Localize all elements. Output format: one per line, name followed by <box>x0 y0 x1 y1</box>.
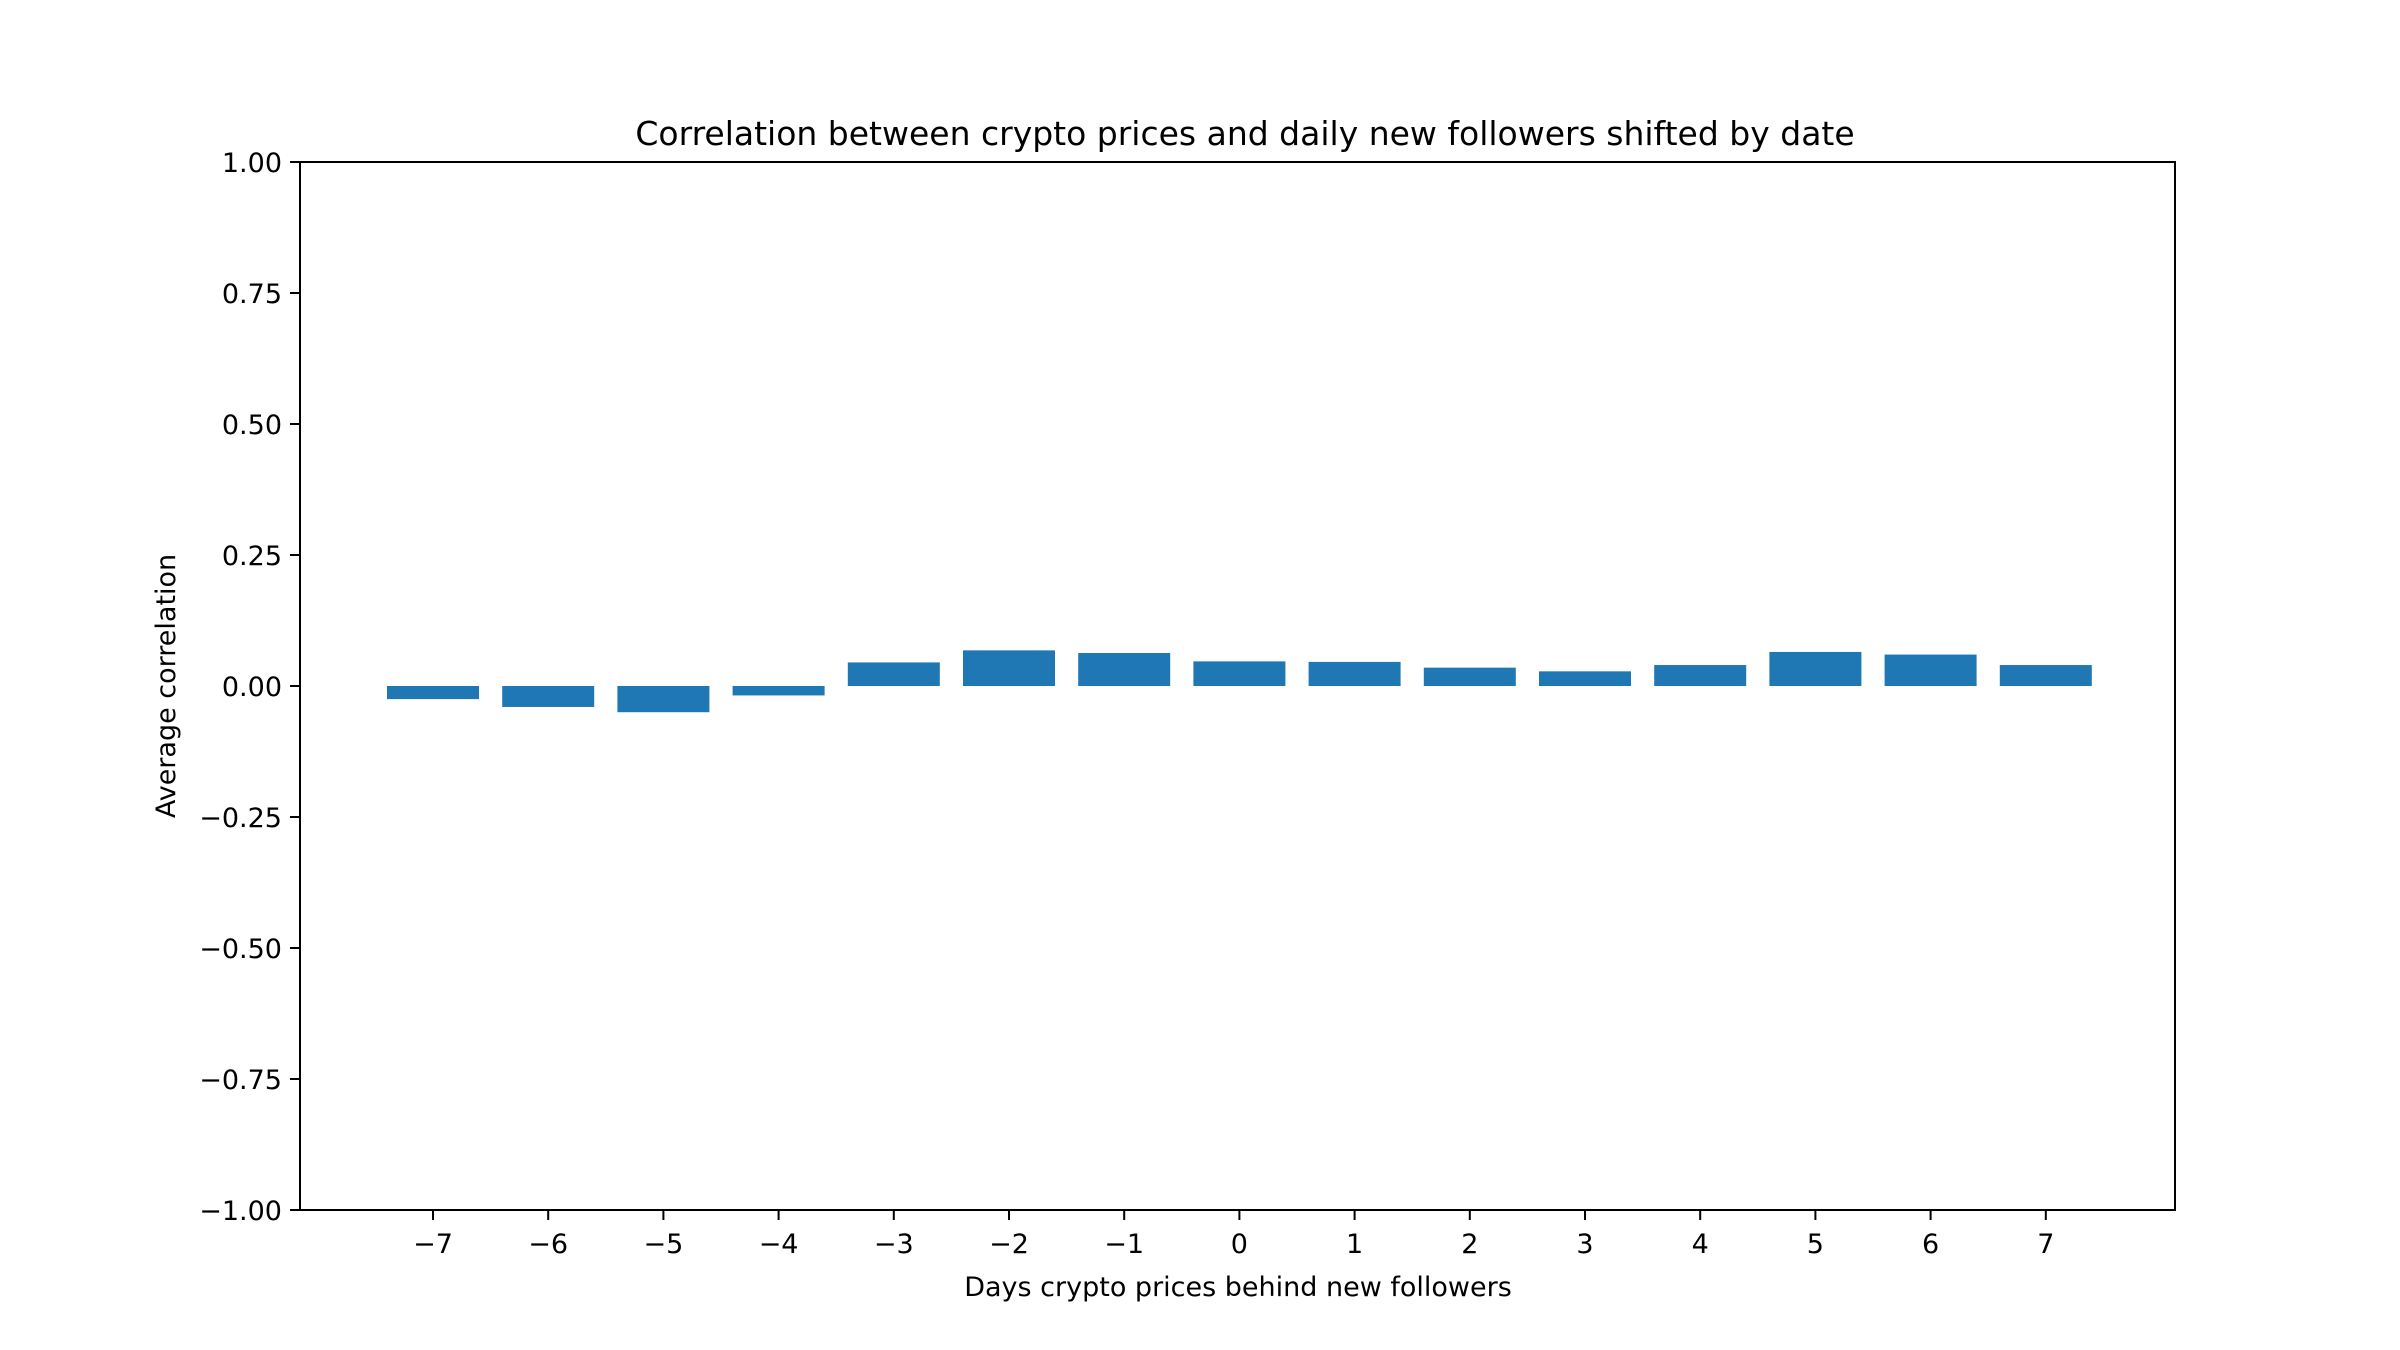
bar-1 <box>1308 661 1401 686</box>
x-tick-label: −1 <box>1104 1229 1144 1260</box>
y-tick-label: −1.00 <box>199 1196 282 1227</box>
x-tick-label: 1 <box>1346 1229 1363 1260</box>
x-tick-label: 6 <box>1922 1229 1939 1260</box>
x-tick-label: 0 <box>1231 1229 1248 1260</box>
x-tick-label: −6 <box>528 1229 568 1260</box>
x-tick-label: 3 <box>1576 1229 1593 1260</box>
bar--3 <box>847 662 940 686</box>
x-axis-label: Days crypto prices behind new followers <box>964 1272 1512 1303</box>
y-tick-label: 0.25 <box>222 541 282 572</box>
bar-2 <box>1423 667 1516 686</box>
chart-title: Correlation between crypto prices and da… <box>635 114 1854 153</box>
bar--1 <box>1078 652 1171 686</box>
y-tick-label: −0.75 <box>199 1065 282 1096</box>
bar-7 <box>1999 665 2092 686</box>
y-tick-label: −0.50 <box>199 934 282 965</box>
x-axis-ticks: −7 −6 −5 −4 −3 −2 −1 0 1 2 3 4 5 6 7 <box>413 1210 2054 1260</box>
plot-area <box>299 161 2176 1211</box>
bar-6 <box>1884 654 1977 686</box>
x-tick-label: 2 <box>1461 1229 1478 1260</box>
bar-4 <box>1654 665 1747 686</box>
x-tick-label: 7 <box>2037 1229 2054 1260</box>
y-tick-label: 0.75 <box>222 279 282 310</box>
y-axis-label: Average correlation <box>151 554 182 818</box>
y-tick-label: 0.00 <box>222 672 282 703</box>
bar-5 <box>1769 651 1862 686</box>
x-tick-label: −7 <box>413 1229 453 1260</box>
bars-group <box>387 650 2092 713</box>
y-axis-ticks: −1.00 −0.75 −0.50 −0.25 0.00 0.25 0.50 0.75 1.00 <box>199 148 300 1227</box>
x-tick-label: −4 <box>759 1229 799 1260</box>
y-tick-label: 0.50 <box>222 410 282 441</box>
bar--6 <box>502 686 595 707</box>
bar--5 <box>617 686 710 713</box>
bar--4 <box>732 686 825 696</box>
x-tick-label: 4 <box>1692 1229 1709 1260</box>
bar-3 <box>1539 671 1631 686</box>
x-tick-label: 5 <box>1807 1229 1824 1260</box>
x-tick-label: −5 <box>643 1229 683 1260</box>
y-tick-label: 1.00 <box>222 148 282 179</box>
bar--7 <box>387 686 479 700</box>
bar--2 <box>963 650 1055 686</box>
x-tick-label: −2 <box>989 1229 1029 1260</box>
y-tick-label: −0.25 <box>199 803 282 834</box>
x-tick-label: −3 <box>874 1229 914 1260</box>
bar-0 <box>1193 661 1286 686</box>
